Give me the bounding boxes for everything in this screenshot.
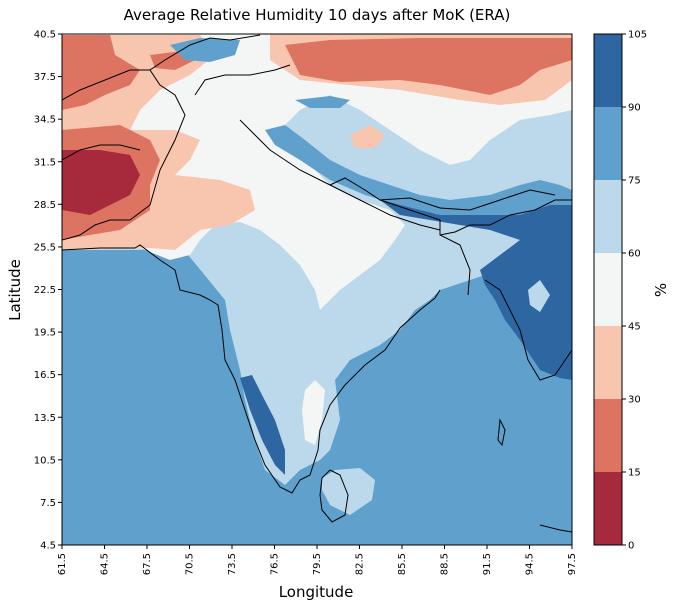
colorbar-label: %	[652, 283, 670, 297]
y-tick-label: 28.5	[34, 200, 56, 211]
colorbar-tick-label: 0	[628, 541, 634, 552]
x-axis-label: Longitude	[279, 583, 354, 601]
x-tick-label: 82.5	[355, 553, 366, 575]
x-tick-label: 91.5	[482, 553, 493, 575]
colorbar-segment	[594, 472, 622, 545]
colorbar: 0 15 30 45 60 75 90 105	[593, 30, 647, 552]
x-tick-label: 79.5	[312, 553, 323, 575]
colorbar-segment	[594, 253, 622, 326]
y-axis: 4.5 7.5 10.5 13.5 16.5 19.5 22.5 25.5 28.5 31.5 34…	[34, 30, 62, 552]
x-tick-label: 88.5	[440, 553, 451, 575]
contour-15-30	[62, 35, 140, 110]
colorbar-tick-label: 90	[628, 103, 641, 114]
x-tick-label: 97.5	[567, 553, 578, 575]
y-tick-label: 34.5	[34, 115, 56, 126]
colorbar-tick-label: 15	[628, 468, 641, 479]
contour-75-90-north	[295, 96, 350, 108]
y-tick-label: 16.5	[34, 370, 56, 381]
x-tick-label: 94.5	[525, 553, 536, 575]
x-tick-label: 67.5	[142, 553, 153, 575]
contour-30-45-spot	[350, 125, 385, 148]
colorbar-frame	[593, 33, 623, 546]
x-axis: 61.5 64.5 67.5 70.5 73.5 76.5 79.5 82.5 85.5 88.5…	[57, 545, 578, 575]
contour-75-90-kashmir	[170, 38, 240, 62]
y-tick-label: 22.5	[34, 285, 56, 296]
colorbar-segment	[594, 180, 622, 253]
contour-0-15	[62, 150, 140, 215]
country-borders	[62, 34, 572, 533]
y-tick-label: 13.5	[34, 413, 56, 424]
colorbar-segment	[594, 399, 622, 472]
contour-90-105-westghats	[240, 375, 285, 475]
colorbar-tick-label: 75	[628, 176, 641, 187]
y-tick-label: 19.5	[34, 328, 56, 339]
colorbar-tick-label: 45	[628, 322, 641, 333]
y-tick-label: 37.5	[34, 72, 56, 83]
colorbar-tick-label: 30	[628, 395, 641, 406]
contour-75-90-spot	[528, 280, 550, 312]
colorbar-segment	[594, 107, 622, 180]
colorbar-segment	[594, 326, 622, 399]
x-tick-label: 64.5	[100, 553, 111, 575]
y-tick-label: 25.5	[34, 242, 56, 253]
contour-60-75-srilanka	[322, 468, 375, 515]
x-tick-label: 61.5	[57, 553, 68, 575]
colorbar-segment	[594, 34, 622, 107]
x-tick-label: 76.5	[270, 553, 281, 575]
y-tick-label: 10.5	[34, 455, 56, 466]
contour-15-30-c	[285, 38, 572, 95]
contour-90-105-ne	[380, 190, 572, 380]
x-tick-label: 73.5	[227, 553, 238, 575]
y-tick-label: 7.5	[40, 498, 56, 509]
x-tick-label: 85.5	[397, 553, 408, 575]
y-tick-label: 31.5	[34, 157, 56, 168]
y-axis-label: Latitude	[6, 259, 24, 321]
contour-90-105-band	[265, 125, 572, 215]
y-tick-label: 4.5	[40, 541, 56, 552]
colorbar-tick-label: 105	[628, 30, 647, 41]
contour-45-60	[62, 34, 572, 310]
map-area	[62, 34, 572, 545]
colorbar-tick-label: 60	[628, 249, 641, 260]
x-tick-label: 70.5	[185, 553, 196, 575]
chart-title: Average Relative Humidity 10 days after …	[124, 6, 511, 24]
contour-45-60-south	[302, 380, 325, 445]
y-tick-label: 40.5	[34, 30, 56, 41]
